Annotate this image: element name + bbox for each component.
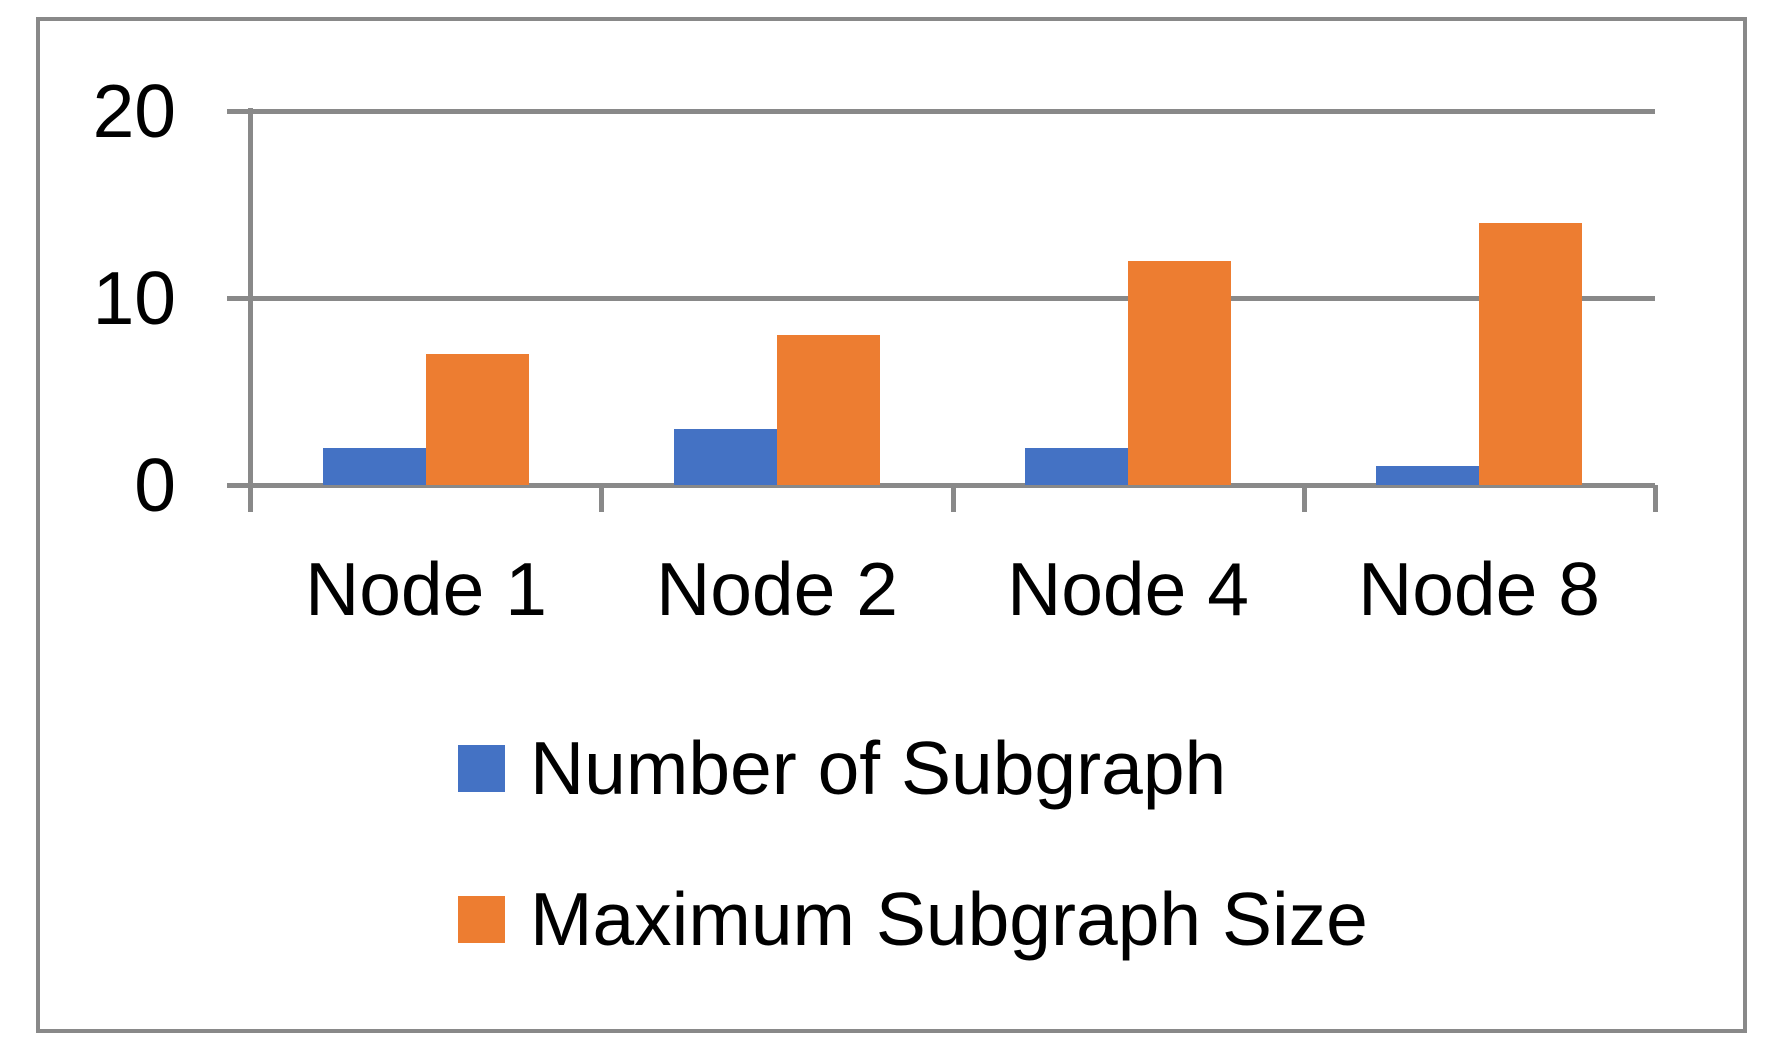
legend-item-maximum-subgraph-size: Maximum Subgraph Size (458, 882, 1368, 957)
x-category-label-node-1: Node 1 (305, 547, 547, 631)
x-category-label-node-4: Node 4 (1007, 547, 1249, 631)
bar-maximum-subgraph-size-node-4 (1128, 261, 1231, 485)
x-axis-tick (951, 485, 956, 512)
legend-label-number-of-subgraph: Number of Subgraph (530, 726, 1227, 810)
x-category-label-node-8: Node 8 (1358, 547, 1600, 631)
bar-number-of-subgraph-node-1 (323, 448, 426, 485)
x-axis-tick (1302, 485, 1307, 512)
legend-item-number-of-subgraph: Number of Subgraph (458, 731, 1226, 806)
y-tick-label-10: 10 (92, 256, 176, 340)
bar-number-of-subgraph-node-8 (1376, 466, 1479, 485)
gridline-10 (227, 296, 1655, 301)
legend-swatch-maximum-subgraph-size (458, 896, 505, 943)
legend-label-maximum-subgraph-size: Maximum Subgraph Size (530, 877, 1368, 961)
y-tick-label-0: 0 (134, 443, 176, 527)
y-tick-label-20: 20 (92, 69, 176, 153)
bar-maximum-subgraph-size-node-1 (426, 354, 529, 485)
bar-maximum-subgraph-size-node-2 (777, 335, 880, 485)
gridline-20 (227, 109, 1655, 114)
y-axis-line (248, 108, 253, 512)
x-axis-tick (599, 485, 604, 512)
legend-swatch-number-of-subgraph (458, 745, 505, 792)
x-axis-tick (1653, 485, 1658, 512)
x-category-label-node-2: Node 2 (656, 547, 898, 631)
chart-frame (36, 17, 1747, 1033)
bar-maximum-subgraph-size-node-8 (1479, 223, 1582, 485)
gridline-0 (227, 483, 1655, 488)
bar-number-of-subgraph-node-2 (674, 429, 777, 485)
bar-number-of-subgraph-node-4 (1025, 448, 1128, 485)
